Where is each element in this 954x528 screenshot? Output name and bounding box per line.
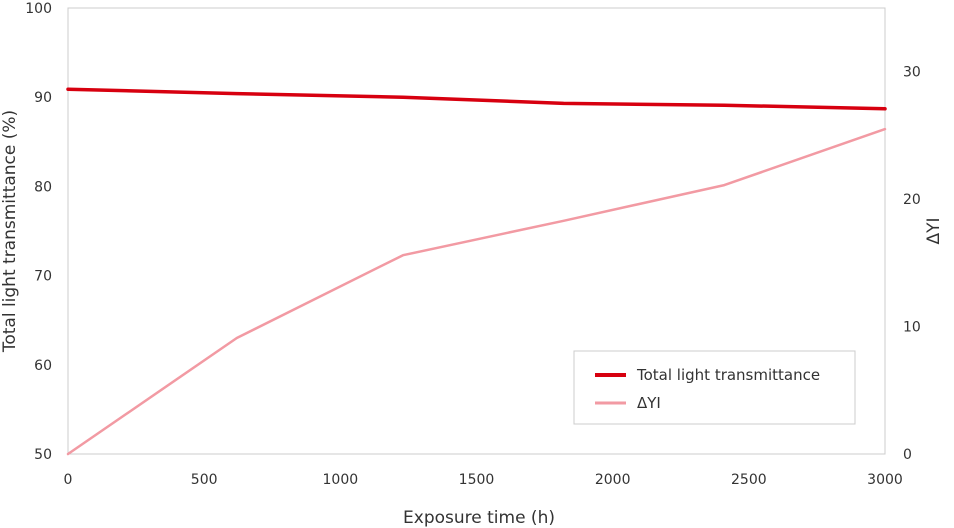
x-tick-label: 0 [64,472,73,488]
legend-box [573,350,856,425]
x-tick-label: 3000 [867,472,903,488]
y-tick-label: 90 [34,90,52,106]
x-tick-label: 2500 [731,472,767,488]
y-tick-label: 80 [34,179,52,195]
y-tick-label: 100 [25,1,52,17]
y2-tick-label: 10 [903,320,921,336]
legend: Total light transmittance ΔYI [573,350,856,425]
y2-tick-labels: 0 10 20 30 [903,65,921,463]
x-tick-label: 1000 [323,472,359,488]
legend-label-total-light-transmittance: Total light transmittance [636,366,820,384]
series-lines [66,87,887,456]
y2-tick-label: 0 [903,447,912,463]
x-axis-title: Exposure time (h) [403,508,555,528]
y-axis-title: Total light transmittance (%) [0,110,20,353]
x-tick-label: 2000 [595,472,631,488]
y-tick-label: 60 [34,358,52,374]
legend-label-delta-yi: ΔYI [637,394,661,412]
x-tick-label: 500 [191,472,218,488]
y-tick-label: 70 [34,269,52,285]
series-line-delta-yi [66,127,887,456]
y2-tick-label: 30 [903,65,921,81]
y2-tick-label: 20 [903,192,921,208]
x-tick-label: 1500 [459,472,495,488]
series-line-total-light-transmittance [66,87,887,111]
y-tick-labels: 50 60 70 80 90 100 [25,1,52,463]
y-tick-label: 50 [34,447,52,463]
x-tick-labels: 0 500 1000 1500 2000 2500 3000 [64,472,903,488]
y2-axis-title: ΔYI [924,217,944,244]
